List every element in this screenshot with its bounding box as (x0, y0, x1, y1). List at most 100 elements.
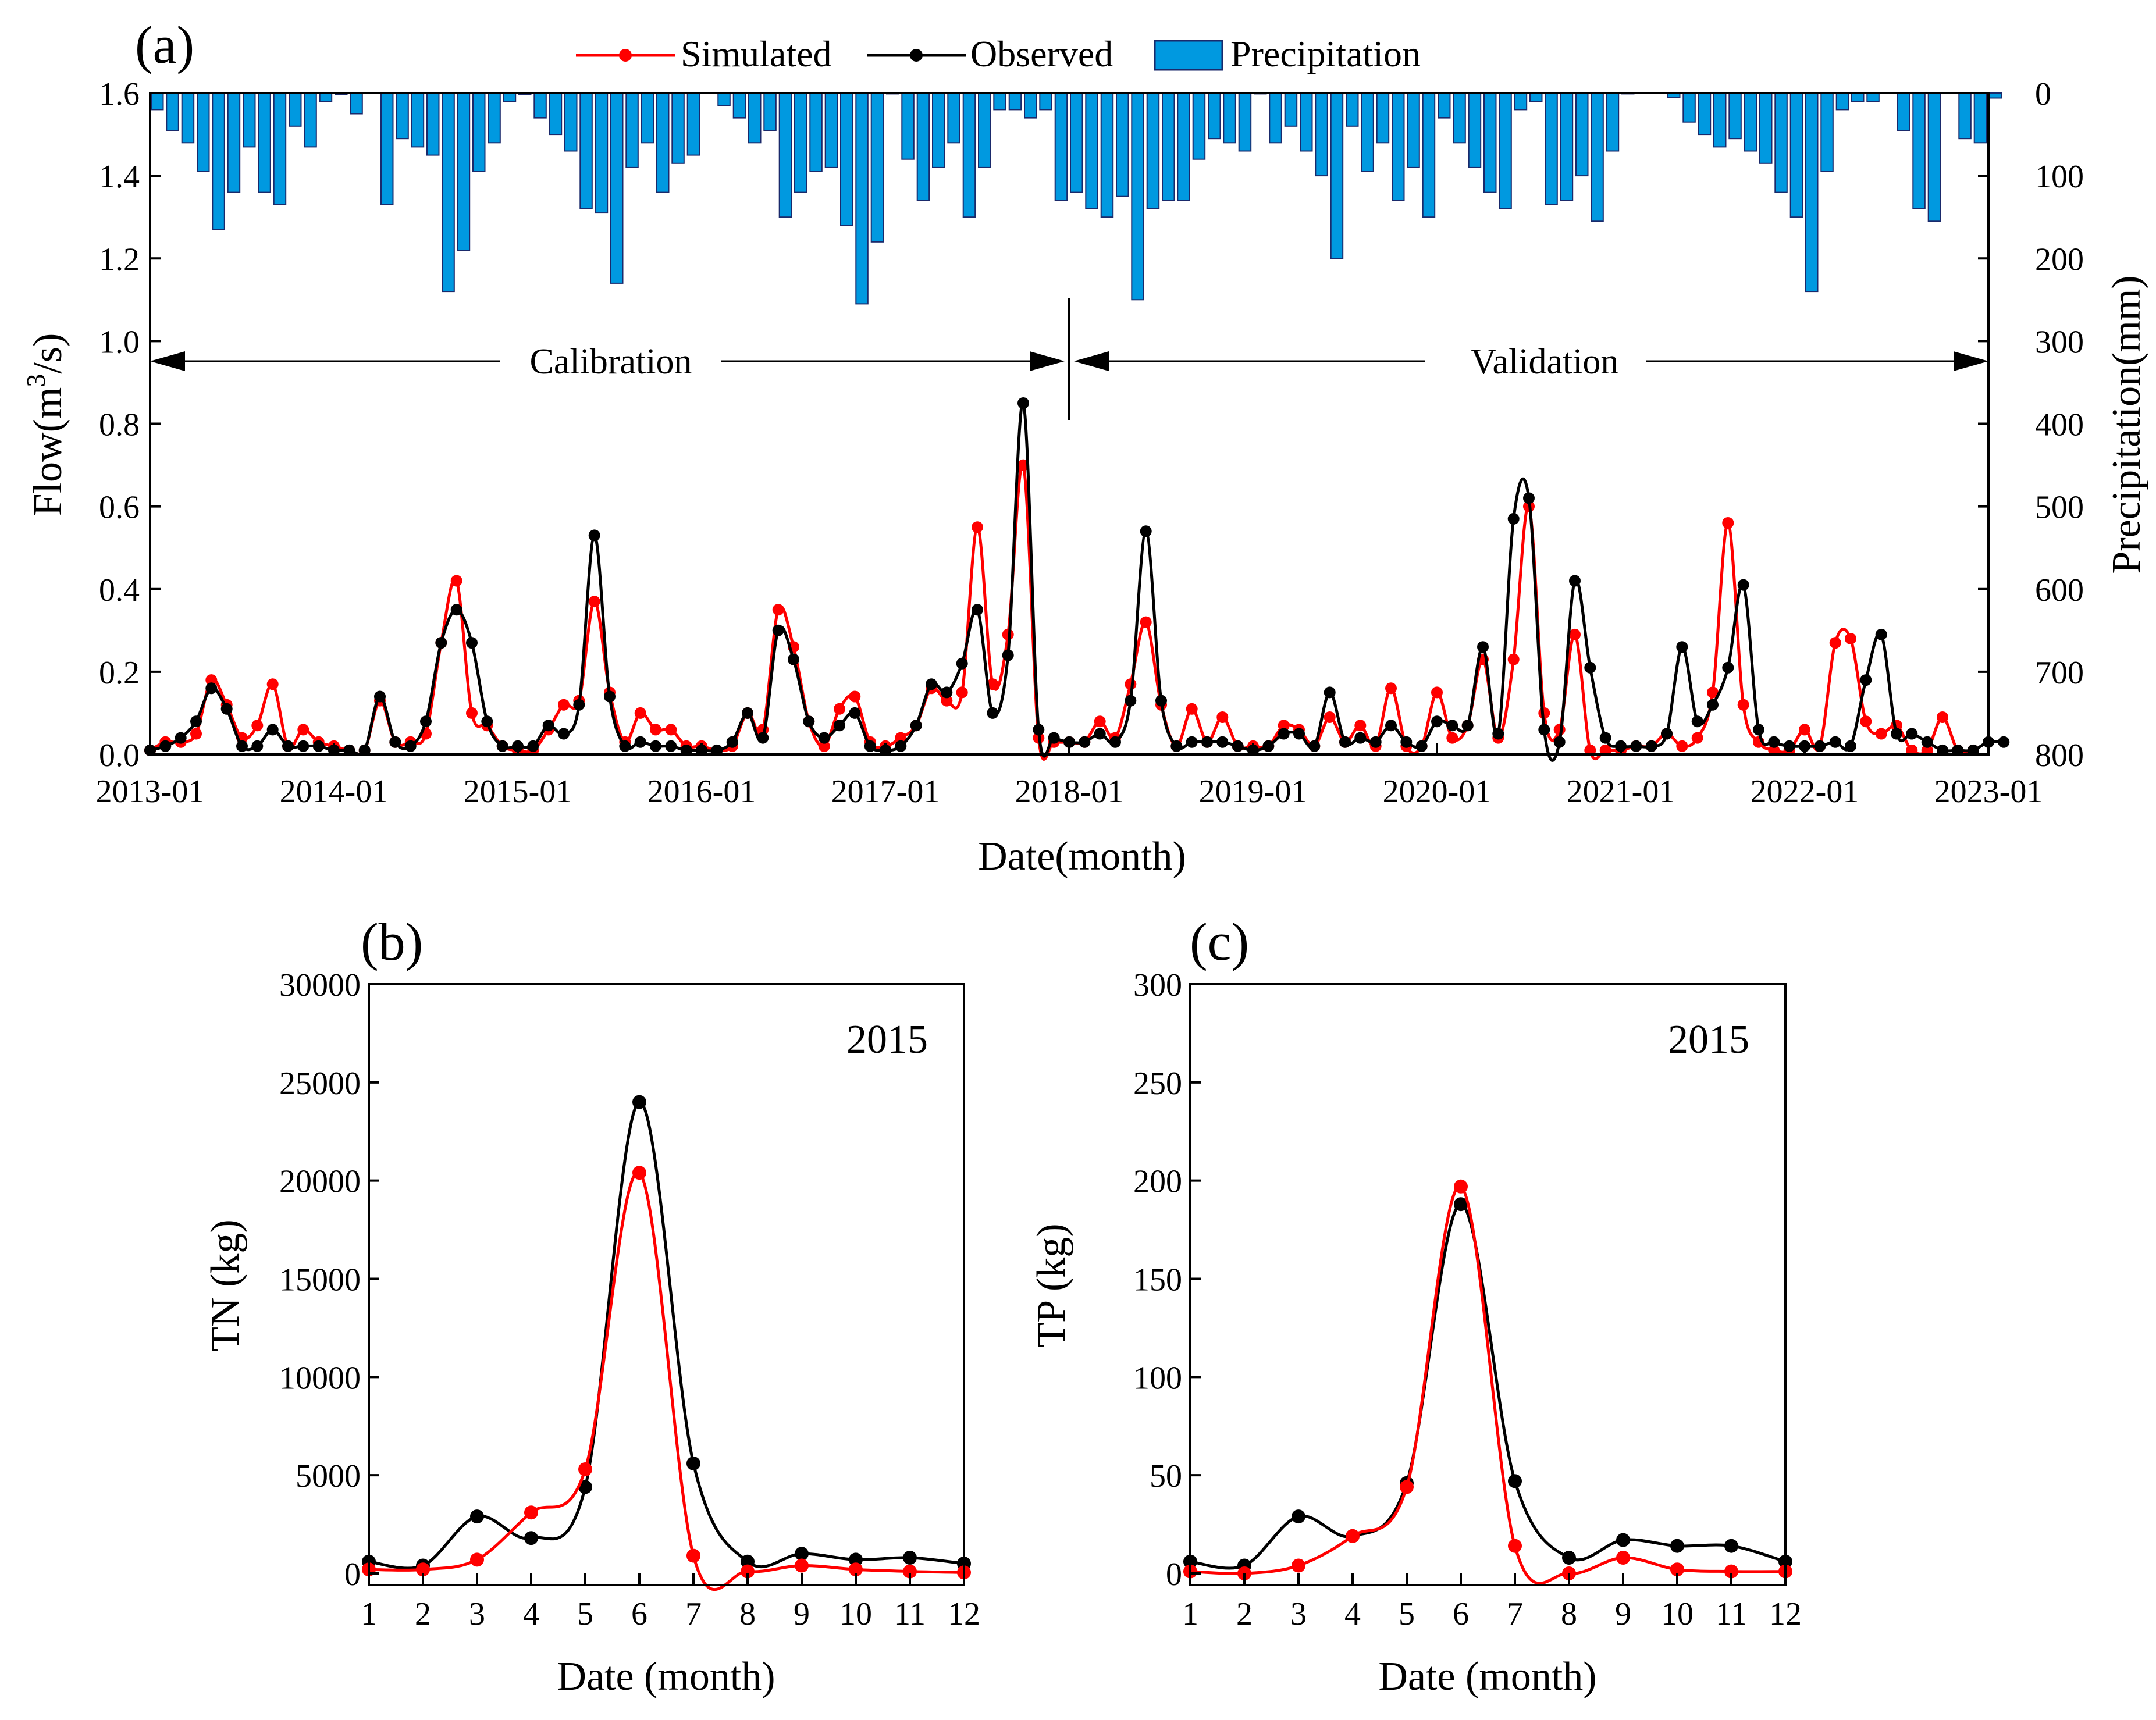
observed-tn-point (578, 1480, 592, 1494)
simulated-flow-point (895, 732, 907, 744)
y-tick-label-tp: 50 (1150, 1458, 1182, 1494)
observed-flow-point (1829, 736, 1841, 748)
simulated-flow-point (297, 724, 309, 736)
simulated-tp-point (1508, 1539, 1522, 1553)
x-tick-label-tn: 10 (839, 1596, 872, 1632)
observed-flow-point (1707, 699, 1719, 711)
simulated-flow-point (1829, 637, 1841, 649)
x-tick-label-a: 2015-01 (464, 774, 572, 810)
simulated-flow-point (1768, 744, 1780, 756)
precipitation-bar (227, 92, 241, 193)
observed-flow-point (1033, 724, 1045, 736)
precipitation-bar (212, 92, 225, 230)
precipitation-bar (1054, 92, 1068, 201)
x-tick-label-tn: 5 (577, 1596, 593, 1632)
observed-flow-point (159, 740, 172, 752)
observed-flow-point (1140, 525, 1152, 537)
observed-flow-point (358, 744, 371, 756)
calibration-arrowhead-right (1030, 351, 1065, 371)
observed-flow-point (251, 740, 264, 752)
precipitation-bar (533, 92, 547, 119)
precipitation-bar (1223, 92, 1236, 144)
y-tick-label-tp: 250 (1133, 1066, 1182, 1102)
y2-tick-label-a: 600 (2035, 572, 2084, 608)
observed-flow-point (1630, 740, 1642, 752)
observed-flow-point (1538, 724, 1550, 736)
precipitation-bar (748, 92, 762, 144)
precipitation-bar (1529, 92, 1543, 102)
x-tick-label-a: 2016-01 (647, 774, 756, 810)
precipitation-bar (610, 92, 624, 284)
x-tick-label-a: 2017-01 (831, 774, 940, 810)
precipitation-bar (1698, 92, 1712, 136)
observed-tn-point (903, 1551, 917, 1565)
precipitation-bar (1315, 92, 1328, 177)
simulated-tp-line (1190, 1185, 1786, 1585)
observed-flow-point (1446, 720, 1458, 732)
precipitation-bar (595, 92, 609, 214)
observed-flow-point (1232, 740, 1244, 752)
observed-flow-point (1967, 744, 1979, 756)
precipitation-bar (1300, 92, 1313, 152)
precipitation-bar (1468, 92, 1482, 168)
observed-flow-point (1921, 736, 1933, 748)
observed-tn-line (368, 1101, 965, 1570)
x-tick-label-a: 2023-01 (1934, 774, 2043, 810)
precipitation-bar (1805, 92, 1819, 293)
precipitation-bar (625, 92, 639, 168)
observed-flow-point (588, 529, 600, 542)
observed-flow-point (742, 707, 753, 719)
legend-observed-marker (910, 49, 923, 62)
precipitation-bar (243, 92, 256, 148)
observed-tp-point (1724, 1539, 1738, 1553)
precipitation-bar (1453, 92, 1466, 144)
observed-flow-point (1324, 686, 1336, 699)
x-tick-label-tn: 12 (948, 1596, 980, 1632)
precipitation-bar (1208, 92, 1221, 140)
x-tick-label-tp: 9 (1615, 1596, 1631, 1632)
precipitation-bar (1039, 92, 1052, 111)
simulated-tp-point (1454, 1179, 1468, 1194)
simulated-flow-point (834, 703, 845, 715)
precipitation-bar (1866, 92, 1880, 102)
y2-tick-label-a: 0 (2035, 76, 2051, 112)
observed-flow-point (450, 604, 462, 616)
observed-flow-point (910, 720, 922, 732)
simulated-tp-point (1724, 1564, 1738, 1579)
y-tick-label-a: 1.4 (99, 159, 140, 195)
observed-flow-point (236, 740, 248, 752)
x-axis-title-b: Date (month) (557, 1654, 775, 1699)
precipitation-bar (855, 92, 869, 305)
x-tick-label-tn: 2 (415, 1596, 431, 1632)
x-tick-label-tn: 9 (794, 1596, 810, 1632)
observed-flow-point (1155, 695, 1167, 707)
precipitation-bar (1100, 92, 1114, 218)
observed-flow-point (1753, 724, 1764, 736)
precipitation-bar (1958, 92, 1972, 140)
precipitation-bar (319, 92, 333, 102)
simulated-flow-point (1691, 732, 1703, 744)
simulated-flow-point (818, 740, 830, 752)
x-tick-label-a: 2013-01 (96, 774, 205, 810)
simulated-tn-point (470, 1552, 484, 1567)
year-annotation-c: 2015 (1668, 1017, 1749, 1062)
y-axis-title-b: TN (kg) (203, 1219, 248, 1351)
legend-precipitation-label: Precipitation (1230, 33, 1421, 74)
observed-flow-point (1385, 720, 1397, 732)
x-tick-label-a: 2020-01 (1383, 774, 1492, 810)
observed-flow-point (573, 699, 585, 711)
precipitation-bar (1713, 92, 1727, 148)
observed-flow-point (1170, 740, 1183, 752)
simulated-flow-point (1599, 744, 1611, 756)
observed-flow-point (312, 740, 325, 752)
observed-flow-point (926, 678, 937, 690)
x-tick-label-tp: 12 (1769, 1596, 1802, 1632)
precipitation-bar (1192, 92, 1206, 160)
precipitation-bar (717, 92, 731, 106)
simulated-flow-point (190, 728, 202, 740)
observed-flow-point (1875, 628, 1887, 640)
precipitation-bar (181, 92, 195, 144)
observed-flow-point (803, 715, 815, 728)
